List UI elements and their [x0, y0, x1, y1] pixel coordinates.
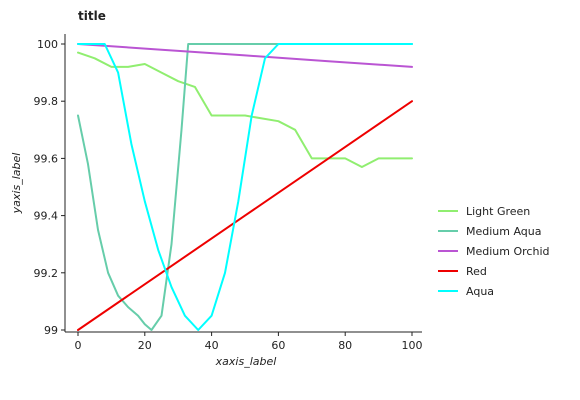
legend: Light Green Medium Aqua Medium Orchid Red Aq…	[438, 205, 549, 298]
y-tick-label: 99.4	[34, 210, 59, 223]
y-tick-label: 99.8	[34, 95, 59, 108]
x-tick-label: 20	[138, 339, 152, 352]
x-axis-label: xaxis_label	[215, 355, 277, 368]
series-line-light-green	[77, 51, 413, 168]
series-line-medium-aqua	[77, 43, 413, 331]
series-line-medium-orchid	[77, 43, 413, 68]
y-tick-label: 99	[44, 324, 58, 337]
legend-label: Light Green	[466, 205, 530, 218]
x-tick-label: 60	[271, 339, 285, 352]
plot-area	[64, 34, 422, 333]
y-axis-label: yaxis_label	[10, 153, 23, 215]
x-ticks: 0 20 40 60 80 100	[75, 332, 423, 352]
y-tick-label: 99.2	[34, 267, 59, 280]
chart-title: title	[78, 9, 106, 23]
series-line-red	[77, 100, 413, 331]
legend-label: Medium Orchid	[466, 245, 549, 258]
x-tick-label: 40	[205, 339, 219, 352]
y-ticks: 99 99.2 99.4 99.6 99.8 100	[34, 38, 65, 337]
y-tick-label: 100	[37, 38, 58, 51]
x-tick-label: 0	[75, 339, 82, 352]
legend-label: Aqua	[466, 285, 494, 298]
series-group	[77, 43, 413, 331]
x-tick-label: 80	[338, 339, 352, 352]
legend-label: Medium Aqua	[466, 225, 542, 238]
x-tick-label: 100	[402, 339, 423, 352]
series-line-aqua	[77, 43, 413, 331]
y-tick-label: 99.6	[34, 152, 59, 165]
legend-label: Red	[466, 265, 487, 278]
